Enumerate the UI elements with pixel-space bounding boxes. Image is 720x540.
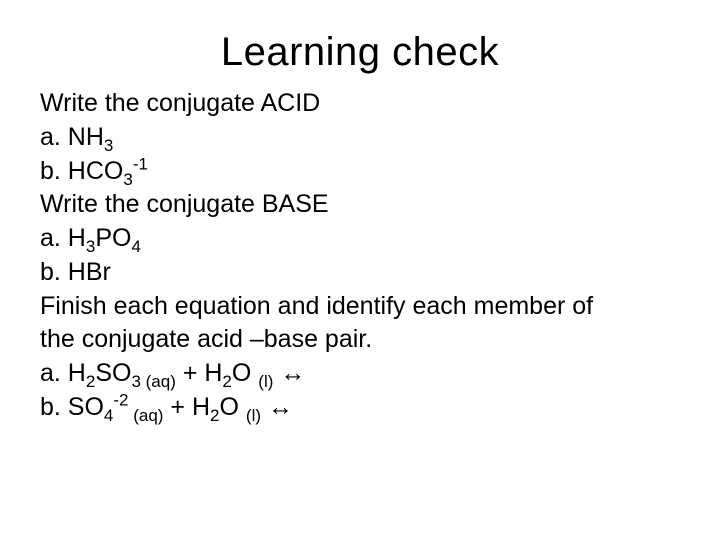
s3b-sub2: 2 — [210, 406, 219, 425]
s3a-t2: SO — [95, 359, 131, 387]
s3a-t1: a. H — [40, 359, 86, 387]
section3-line1: Finish each equation and identify each m… — [40, 290, 680, 324]
s1a-text: a. NH — [40, 123, 104, 151]
s1b-text: b. HCO — [40, 157, 123, 185]
s3b-sup1: -2 — [113, 390, 128, 409]
section3-line2: the conjugate acid –base pair. — [40, 323, 680, 357]
slide-container: Learning check Write the conjugate ACID … — [0, 0, 720, 540]
s3b-sub3: (l) — [246, 406, 261, 425]
s3b-t3: O — [220, 393, 246, 421]
s2a-t1: a. H — [40, 224, 86, 252]
slide-title: Learning check — [40, 30, 680, 75]
section1-prompt: Write the conjugate ACID — [40, 87, 680, 121]
s2a-sub1: 3 — [86, 237, 95, 256]
s3b-sub1b: (aq) — [129, 406, 164, 425]
s3a-sub4: (l) — [258, 372, 273, 391]
s2a-t2: PO — [95, 224, 131, 252]
section1-item-a: a. NH3 — [40, 121, 680, 155]
s3a-sub3: 2 — [222, 372, 231, 391]
s1a-sub: 3 — [104, 136, 113, 155]
section1-item-b: b. HCO3-1 — [40, 155, 680, 189]
s3b-sub1: 4 — [104, 406, 113, 425]
s1b-sup: -1 — [133, 154, 148, 173]
s3a-sub2: 3 (aq) — [131, 372, 175, 391]
s1b-sub: 3 — [123, 170, 132, 189]
s3a-plus: + H — [176, 359, 223, 387]
section2-item-b: b. HBr — [40, 256, 680, 290]
section2-item-a: a. H3PO4 — [40, 222, 680, 256]
s3a-t3: O — [232, 359, 258, 387]
section3-item-b: b. SO4-2 (aq) + H2O (l) ↔ — [40, 391, 680, 425]
section2-prompt: Write the conjugate BASE — [40, 188, 680, 222]
s3b-t1: b. SO — [40, 393, 104, 421]
s2a-sub2: 4 — [131, 237, 140, 256]
s3b-plus: + H — [163, 393, 210, 421]
s3b-arrow: ↔ — [261, 393, 293, 421]
s3a-arrow: ↔ — [273, 359, 305, 387]
s3a-sub1: 2 — [86, 372, 95, 391]
slide-body: Write the conjugate ACID a. NH3 b. HCO3-… — [40, 87, 680, 425]
section3-item-a: a. H2SO3 (aq) + H2O (l) ↔ — [40, 357, 680, 391]
